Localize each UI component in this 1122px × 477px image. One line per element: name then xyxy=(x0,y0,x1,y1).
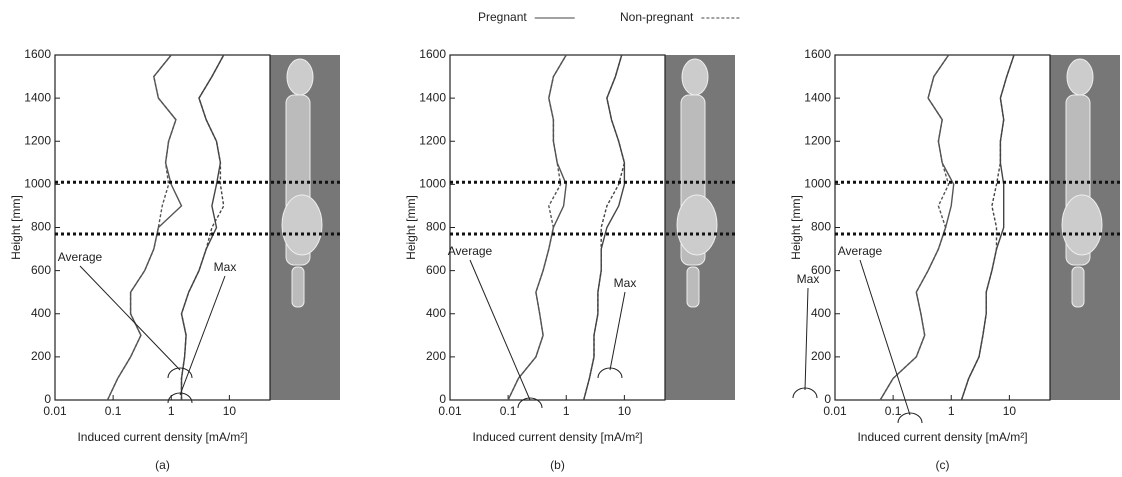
x-tick-label: 1 xyxy=(563,404,570,418)
x-axis-label: Induced current density [mA/m²] xyxy=(472,430,642,444)
caption: (c) xyxy=(936,458,950,472)
annotation-leader xyxy=(469,259,531,401)
y-tick-label: 200 xyxy=(426,349,446,363)
annotation: Max xyxy=(797,272,820,286)
annotation-leader xyxy=(79,265,181,371)
annotation: Average xyxy=(448,244,493,258)
annotation-bracket xyxy=(597,367,623,379)
y-tick-label: 400 xyxy=(426,306,446,320)
series-line xyxy=(507,54,567,401)
x-tick-label: 1 xyxy=(948,404,955,418)
x-tick-label: 10 xyxy=(223,404,237,418)
y-axis-label: Height [mm] xyxy=(789,195,803,260)
body-head xyxy=(1066,58,1094,96)
x-tick-label: 0.01 xyxy=(438,404,462,418)
series-line xyxy=(106,54,177,401)
body-abdomen xyxy=(281,194,323,256)
y-tick-label: 1600 xyxy=(804,47,831,61)
y-axis-label: Height [mm] xyxy=(404,195,418,260)
x-tick-label: 0.1 xyxy=(105,404,122,418)
body-head xyxy=(286,58,314,96)
series-line xyxy=(879,54,955,401)
annotation-bracket xyxy=(517,397,543,409)
y-tick-label: 1000 xyxy=(804,177,831,191)
y-tick-label: 1400 xyxy=(24,90,51,104)
series-line xyxy=(960,54,1015,401)
series-line xyxy=(583,54,626,401)
y-tick-label: 800 xyxy=(31,220,51,234)
plot-frame xyxy=(54,54,271,401)
body-legs xyxy=(291,266,305,308)
y-tick-label: 1000 xyxy=(419,177,446,191)
series-line xyxy=(960,54,1015,401)
x-axis-label: Induced current density [mA/m²] xyxy=(857,430,1027,444)
series-line xyxy=(507,54,567,401)
plot-frame xyxy=(834,54,1051,401)
annotation-bracket xyxy=(897,412,923,424)
y-tick-label: 1400 xyxy=(804,90,831,104)
y-tick-label: 1000 xyxy=(24,177,51,191)
series-line xyxy=(106,54,183,401)
annotation-bracket xyxy=(167,367,193,379)
panel: 0 200 400 600 800 1000 1200 1400 1600 0.01 0.1 1 10 A… xyxy=(404,47,735,472)
series-line xyxy=(180,54,225,400)
y-axis-label: Height [mm] xyxy=(9,195,23,260)
x-tick-label: 10 xyxy=(618,404,632,418)
y-tick-label: 600 xyxy=(811,263,831,277)
body-head xyxy=(681,58,709,96)
y-tick-label: 0 xyxy=(439,392,446,406)
x-tick-label: 0.1 xyxy=(500,404,517,418)
body-abdomen xyxy=(676,194,718,256)
y-tick-label: 1200 xyxy=(419,133,446,147)
y-tick-label: 1200 xyxy=(804,133,831,147)
y-tick-label: 400 xyxy=(811,306,831,320)
annotation: Max xyxy=(614,276,637,290)
x-axis-label: Induced current density [mA/m²] xyxy=(77,430,247,444)
legend-label: Pregnant xyxy=(478,10,527,24)
body-legs xyxy=(1071,266,1085,308)
y-tick-label: 200 xyxy=(31,349,51,363)
y-tick-label: 800 xyxy=(426,220,446,234)
series-line xyxy=(583,54,626,401)
y-tick-label: 600 xyxy=(426,263,446,277)
annotation-bracket xyxy=(167,392,193,404)
annotation-leader xyxy=(859,259,911,416)
body-abdomen xyxy=(1061,194,1103,256)
x-tick-label: 1 xyxy=(168,404,175,418)
legend-label: Non-pregnant xyxy=(620,10,694,24)
body-legs xyxy=(686,266,700,308)
y-tick-label: 0 xyxy=(824,392,831,406)
y-tick-label: 1200 xyxy=(24,133,51,147)
y-tick-label: 1600 xyxy=(419,47,446,61)
y-tick-label: 400 xyxy=(31,306,51,320)
annotation-bracket xyxy=(792,387,818,399)
annotation-leader xyxy=(179,275,226,396)
annotation: Average xyxy=(58,250,103,264)
annotation-leader xyxy=(804,287,809,391)
annotation: Max xyxy=(214,260,237,274)
plot-frame xyxy=(449,54,666,401)
x-tick-label: 0.1 xyxy=(885,404,902,418)
panel: 0 200 400 600 800 1000 1200 1400 1600 0.01 0.1 1 10 A… xyxy=(789,47,1120,472)
panel: 0 200 400 600 800 1000 1200 1400 1600 0.01 0.1 1 10 A… xyxy=(9,47,340,472)
x-tick-label: 0.01 xyxy=(823,404,847,418)
caption: (b) xyxy=(550,458,565,472)
y-tick-label: 0 xyxy=(44,392,51,406)
y-tick-label: 200 xyxy=(811,349,831,363)
y-tick-label: 600 xyxy=(31,263,51,277)
x-tick-label: 10 xyxy=(1003,404,1017,418)
series-line xyxy=(879,54,950,401)
annotation-leader xyxy=(609,291,626,371)
y-tick-label: 800 xyxy=(811,220,831,234)
caption: (a) xyxy=(155,458,170,472)
x-tick-label: 0.01 xyxy=(43,404,67,418)
y-tick-label: 1400 xyxy=(419,90,446,104)
annotation: Average xyxy=(838,244,883,258)
y-tick-label: 1600 xyxy=(24,47,51,61)
